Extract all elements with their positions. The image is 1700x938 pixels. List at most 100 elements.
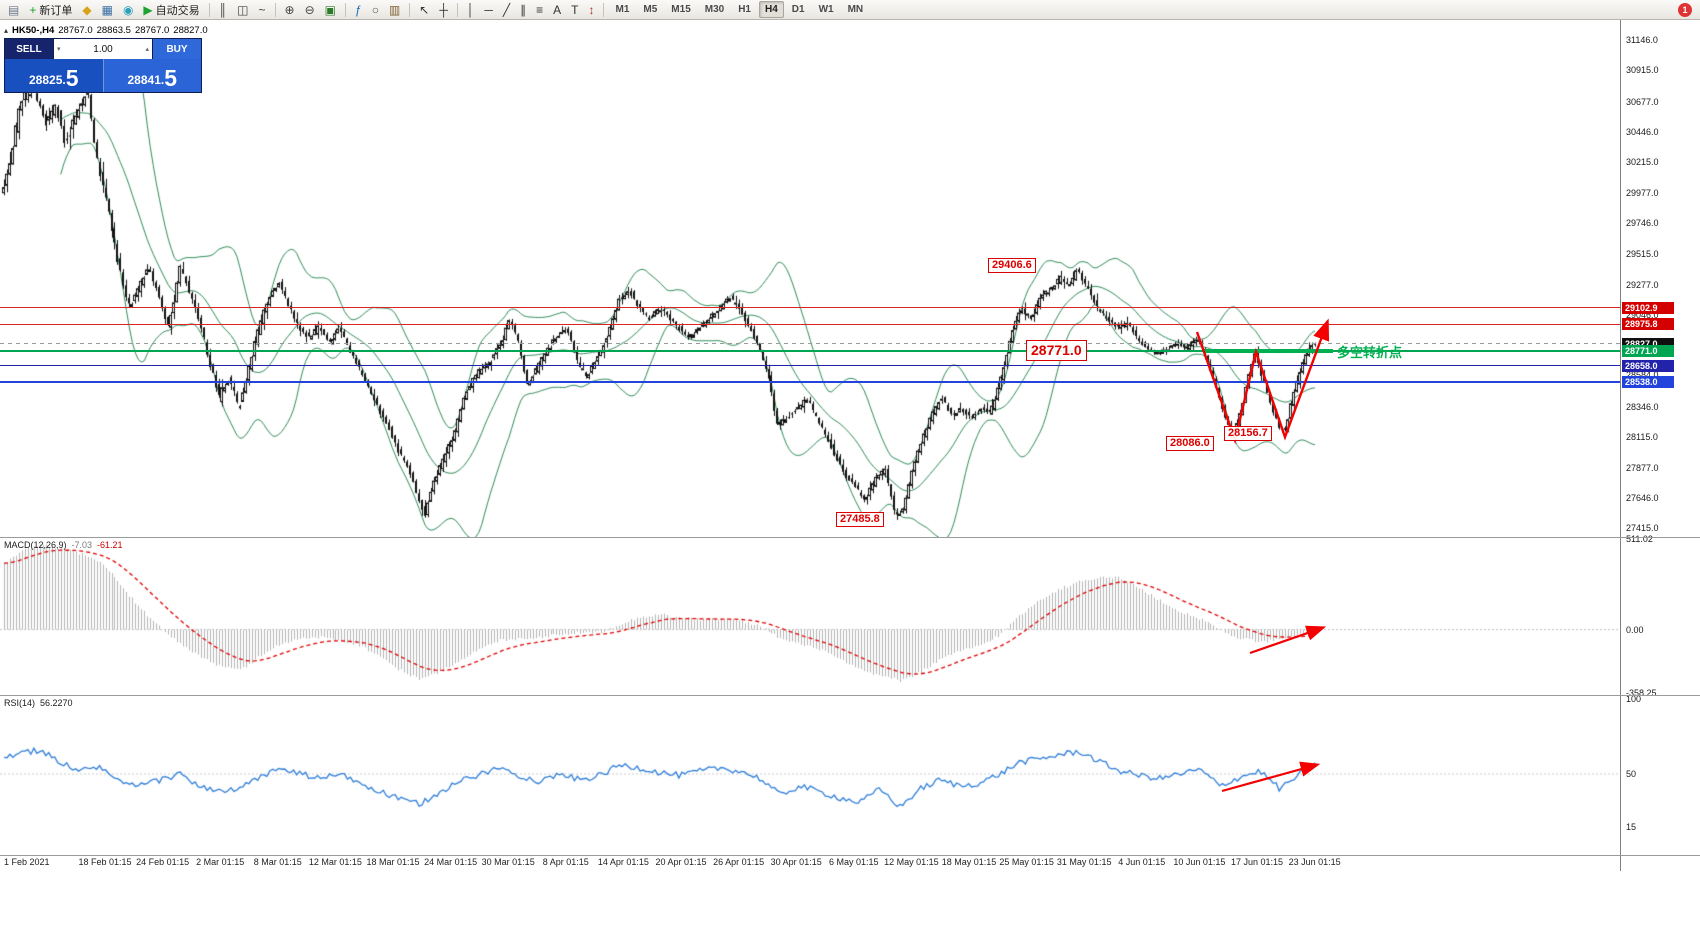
macd-trend-arrow[interactable] xyxy=(1249,625,1327,655)
rsi-axis-label: 15 xyxy=(1626,821,1637,832)
support-line-28658[interactable] xyxy=(0,365,1620,367)
buy-button[interactable]: BUY xyxy=(153,39,201,59)
rsi-axis-label: 100 xyxy=(1626,694,1642,704)
volume-value[interactable]: 1.00 xyxy=(93,43,113,55)
panel-resize-handle[interactable] xyxy=(0,695,1700,696)
macd-axis-label: 0.00 xyxy=(1626,624,1644,635)
time-axis-label: 20 Apr 01:15 xyxy=(655,857,707,867)
support-line-28538[interactable] xyxy=(0,380,1620,383)
zoom-out-icon: ⊖ xyxy=(304,2,315,17)
price-axis-label: 28584.0 xyxy=(1626,370,1659,380)
price-chart-panel[interactable]: ▴ HK50-,H4 28767.0 28863.5 28767.0 28827.0 SE… xyxy=(0,20,1620,537)
timeframe-w1-button[interactable]: W1 xyxy=(813,1,840,18)
price-annotation-box[interactable]: 28086.0 xyxy=(1166,436,1214,451)
volume-increase-icon[interactable]: ▴ xyxy=(145,45,149,53)
price-chart-canvas[interactable] xyxy=(0,20,1620,537)
price-annotation-box[interactable]: 28156.7 xyxy=(1224,426,1272,441)
notification-badge[interactable]: 1 xyxy=(1678,3,1692,17)
rsi-canvas[interactable] xyxy=(0,695,1620,855)
templates-icon[interactable]: ▥ xyxy=(385,1,404,19)
text-label-icon: T xyxy=(571,2,579,17)
time-axis-label: 14 Apr 01:15 xyxy=(597,857,649,867)
navigator-icon[interactable]: ◉ xyxy=(119,1,137,19)
price-axis-column[interactable]: 31146.0 30915.0 30677.0 30446.0 30215.0 29977… xyxy=(1620,20,1700,871)
timeframe-d1-button[interactable]: D1 xyxy=(786,1,811,18)
fibonacci-icon[interactable]: ≡ xyxy=(532,1,547,19)
macd-canvas[interactable] xyxy=(0,537,1620,695)
resistance-line-29102[interactable] xyxy=(0,307,1620,309)
timeframe-m30-button[interactable]: M30 xyxy=(699,1,730,18)
rsi-panel[interactable]: RSI(14) 56.2270 xyxy=(0,695,1620,855)
horizontal-line-icon[interactable]: ─ xyxy=(480,1,497,19)
line-chart-icon[interactable]: ~ xyxy=(255,1,270,19)
toolbar-separator xyxy=(208,2,210,17)
ohlc-close: 28827.0 xyxy=(173,25,208,36)
channel-icon[interactable]: ∥ xyxy=(516,1,530,19)
timeframe-mn-button[interactable]: MN xyxy=(842,1,870,18)
time-axis-label: 23 Jun 01:15 xyxy=(1288,857,1341,867)
price-axis-label: 27877.0 xyxy=(1626,463,1659,474)
buy-price-display[interactable]: 28841. 5 xyxy=(103,59,201,92)
ohlc-low: 28767.0 xyxy=(134,25,170,36)
tile-windows-icon[interactable]: ▣ xyxy=(321,1,340,19)
crosshair-icon[interactable]: ┼ xyxy=(435,1,452,19)
rsi-axis-label: 50 xyxy=(1626,769,1637,779)
crosshair-icon: ┼ xyxy=(439,2,448,17)
volume-field[interactable]: ▾ 1.00 ▴ xyxy=(53,39,153,59)
timeframe-m5-button[interactable]: M5 xyxy=(637,1,663,18)
templates-icon: ▥ xyxy=(388,2,401,17)
periods-icon[interactable]: ○ xyxy=(368,1,383,19)
current-price-line[interactable] xyxy=(0,343,1620,345)
zoom-out-icon[interactable]: ⊖ xyxy=(301,1,319,19)
timeframe-m1-button[interactable]: M1 xyxy=(609,1,635,18)
rsi-trend-arrow[interactable] xyxy=(1221,761,1321,793)
sell-button[interactable]: SELL xyxy=(5,39,53,59)
candlestick-chart-icon[interactable]: ◫ xyxy=(233,1,252,19)
chart-symbol-period: HK50-,H4 xyxy=(12,25,55,36)
cursor-icon[interactable]: ↖ xyxy=(415,1,433,19)
time-axis-label: 18 Mar 01:15 xyxy=(366,857,420,867)
turning-point-segment[interactable] xyxy=(1205,349,1333,353)
sell-price-display[interactable]: 28825. 5 xyxy=(5,59,104,92)
arrows-icon[interactable]: ↕ xyxy=(584,1,598,19)
panel-resize-handle[interactable] xyxy=(0,855,1700,856)
trendline-icon[interactable]: ╱ xyxy=(499,1,514,19)
timeframe-h4-button[interactable]: H4 xyxy=(759,1,784,18)
price-annotation-box[interactable]: 29406.6 xyxy=(988,258,1036,273)
trade-panel-toggle-icon[interactable]: ▴ xyxy=(4,26,9,35)
new-order-button[interactable]: + 新订单 xyxy=(25,1,76,19)
macd-axis-label: -358.25 xyxy=(1626,688,1657,698)
price-axis-label: 30215.0 xyxy=(1626,157,1659,167)
text-icon[interactable]: A xyxy=(549,1,565,19)
indicators-icon[interactable]: ƒ xyxy=(351,1,366,19)
time-axis[interactable]: 1 Feb 2021 18 Feb 01:15 24 Feb 01:15 2 Mar … xyxy=(0,855,1700,871)
text-label-icon[interactable]: T xyxy=(567,1,582,19)
price-tag-28538.0: 28538.0 xyxy=(1622,375,1674,388)
panel-resize-handle[interactable] xyxy=(0,537,1700,538)
volume-decrease-icon[interactable]: ▾ xyxy=(57,45,61,53)
zoom-in-icon[interactable]: ⊕ xyxy=(281,1,299,19)
bar-chart-icon[interactable]: ║ xyxy=(215,1,232,19)
document-icon[interactable]: ▤ xyxy=(4,1,23,19)
macd-panel[interactable]: MACD(12,26,9) -7.03 -61.21 xyxy=(0,537,1620,695)
price-annotation-box[interactable]: 27485.8 xyxy=(836,512,884,527)
market-watch-icon[interactable]: ▦ xyxy=(98,1,117,19)
price-axis-label: 30915.0 xyxy=(1626,65,1659,76)
price-axis-label: 29277.0 xyxy=(1626,279,1659,290)
key-level-annotation-box[interactable]: 28771.0 xyxy=(1026,340,1087,361)
zigzag-trend-arrow[interactable] xyxy=(1195,318,1330,445)
price-tag-29102.9: 29102.9 xyxy=(1622,301,1674,314)
resistance-line-28975[interactable] xyxy=(0,323,1620,325)
price-tag-28658.0: 28658.0 xyxy=(1622,359,1674,372)
autotrading-button[interactable]: ▶ 自动交易 xyxy=(139,1,203,19)
time-axis-label: 6 May 01:15 xyxy=(829,857,879,867)
turning-point-label[interactable]: 多空转折点 xyxy=(1337,345,1403,360)
arrows-icon: ↕ xyxy=(588,2,595,17)
pivot-line-28771[interactable] xyxy=(0,350,1620,352)
price-chart-overlay xyxy=(0,20,1620,542)
timeframe-h1-button[interactable]: H1 xyxy=(732,1,757,18)
price-axis-label: 30677.0 xyxy=(1626,96,1659,107)
profiles-icon[interactable]: ◆ xyxy=(78,1,95,19)
timeframe-m15-button[interactable]: M15 xyxy=(665,1,696,18)
vertical-line-icon[interactable]: │ xyxy=(463,1,479,19)
